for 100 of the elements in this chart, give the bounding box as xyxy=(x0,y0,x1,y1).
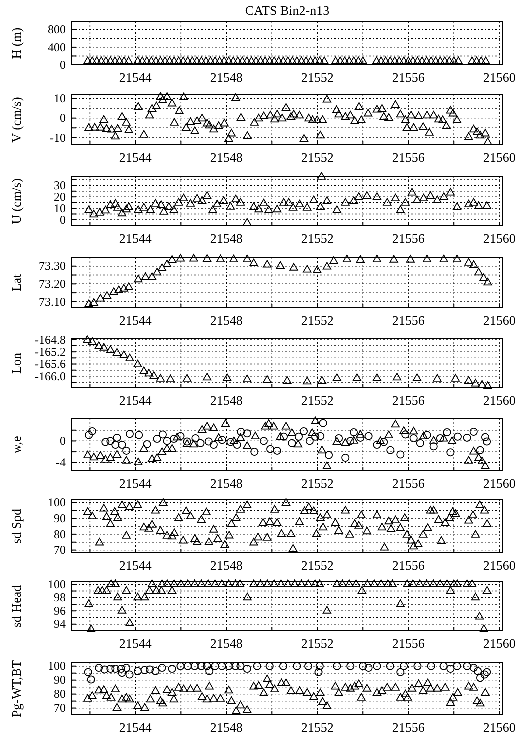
point xyxy=(236,434,246,442)
point xyxy=(356,255,365,263)
point xyxy=(481,462,490,470)
point xyxy=(406,255,415,263)
point xyxy=(446,665,455,674)
point xyxy=(263,260,272,268)
point xyxy=(122,664,131,672)
x-tick-label: 21560 xyxy=(483,393,516,408)
y-tick-label: 0 xyxy=(60,434,66,448)
point xyxy=(342,254,352,262)
point xyxy=(303,376,312,385)
point xyxy=(263,375,272,384)
point xyxy=(410,427,418,435)
point xyxy=(243,254,252,262)
point xyxy=(124,282,134,290)
point xyxy=(294,440,303,448)
point xyxy=(156,374,166,382)
x-tick-label: 21552 xyxy=(301,720,334,736)
point xyxy=(396,668,405,676)
x-tick-label: 21556 xyxy=(392,636,426,652)
point xyxy=(152,454,162,462)
point xyxy=(391,420,400,428)
point xyxy=(427,662,436,670)
point xyxy=(471,379,480,387)
point xyxy=(243,665,252,674)
point xyxy=(318,376,327,384)
point xyxy=(470,260,478,268)
x-tick-label: 21544 xyxy=(119,70,152,86)
point xyxy=(332,437,342,445)
point xyxy=(448,436,457,444)
point xyxy=(84,300,94,308)
x-tick-label: 21548 xyxy=(210,558,243,574)
point xyxy=(330,256,338,264)
x-tick-label: 21552 xyxy=(301,231,334,246)
point xyxy=(288,428,296,436)
point xyxy=(218,662,226,670)
point xyxy=(190,440,198,448)
point xyxy=(198,662,206,670)
point xyxy=(84,668,92,676)
point xyxy=(152,268,162,276)
chart-title: CATS Bin2-n13 xyxy=(245,3,330,18)
point xyxy=(414,662,422,670)
point xyxy=(308,428,317,436)
point xyxy=(303,265,312,273)
x-tick-label: 21556 xyxy=(392,231,426,246)
point xyxy=(384,430,394,438)
point xyxy=(148,272,157,280)
point xyxy=(430,436,438,444)
x-tick-label: 21552 xyxy=(301,313,334,328)
point xyxy=(100,666,109,674)
point xyxy=(232,662,240,670)
point xyxy=(373,662,382,670)
point xyxy=(144,369,154,377)
point xyxy=(221,419,230,428)
y-axis-title: V (cm/s) xyxy=(8,97,24,143)
point xyxy=(474,268,484,276)
point xyxy=(476,674,484,682)
point xyxy=(198,425,207,434)
point xyxy=(216,254,226,262)
point xyxy=(311,416,320,424)
point xyxy=(480,274,488,282)
point xyxy=(141,272,150,280)
point xyxy=(270,422,278,430)
point xyxy=(88,337,97,346)
x-tick-label: 21548 xyxy=(210,636,243,652)
point xyxy=(162,444,172,452)
x-tick-label: 21556 xyxy=(392,313,426,328)
point xyxy=(318,446,327,454)
point xyxy=(372,254,382,262)
y-tick-label: -4 xyxy=(56,456,66,470)
point xyxy=(243,442,252,450)
point xyxy=(280,662,288,670)
y-tick-label: 73.10 xyxy=(39,294,66,309)
point xyxy=(100,343,108,351)
point xyxy=(282,422,291,430)
point xyxy=(390,255,398,263)
x-tick-label: 21556 xyxy=(392,70,426,86)
y-axis-title: H (m) xyxy=(8,28,24,60)
y-tick-label: -165.6 xyxy=(35,357,66,372)
point xyxy=(364,664,373,672)
point xyxy=(452,254,462,262)
x-tick-label: 21556 xyxy=(392,393,426,408)
y-tick-label: 96 xyxy=(54,604,66,618)
point xyxy=(251,432,260,440)
x-tick-label: 21548 xyxy=(210,720,243,736)
x-tick-label: 21560 xyxy=(483,636,516,652)
point xyxy=(359,662,368,670)
x-tick-label: 21544 xyxy=(119,720,152,736)
x-tick-label: 21560 xyxy=(483,70,516,86)
point xyxy=(453,662,462,670)
y-tick-label: 70 xyxy=(54,543,66,558)
x-tick-label: 21548 xyxy=(210,393,243,408)
point xyxy=(166,374,176,382)
x-tick-label: 21552 xyxy=(301,558,334,574)
point xyxy=(112,665,120,674)
y-tick-label: 73.20 xyxy=(39,276,66,291)
point xyxy=(110,288,118,296)
point xyxy=(440,662,448,670)
x-tick-label: 21548 xyxy=(210,150,243,166)
point xyxy=(293,662,302,670)
